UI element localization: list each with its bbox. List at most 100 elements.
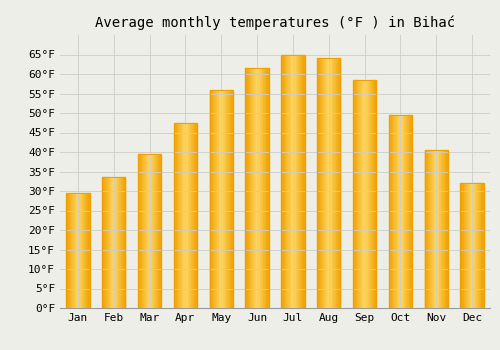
Bar [211, 90, 212, 308]
Bar [464, 183, 465, 308]
Bar [105, 177, 106, 308]
Bar [247, 68, 248, 308]
Bar [151, 154, 152, 308]
Bar [357, 80, 358, 308]
Bar [367, 80, 368, 308]
Bar [474, 183, 475, 308]
Bar [430, 150, 431, 308]
Bar [67, 193, 68, 308]
Bar [72, 193, 74, 308]
Bar [284, 55, 285, 308]
Bar [410, 115, 412, 308]
Bar [251, 68, 252, 308]
Bar [431, 150, 432, 308]
Bar [156, 154, 158, 308]
Bar [155, 154, 156, 308]
Bar [86, 193, 87, 308]
Bar [107, 177, 108, 308]
Bar [460, 183, 461, 308]
Bar [222, 90, 223, 308]
Bar [353, 80, 354, 308]
Bar [297, 55, 298, 308]
Bar [404, 115, 405, 308]
Bar [253, 68, 254, 308]
Bar [262, 68, 264, 308]
Bar [443, 150, 444, 308]
Bar [363, 80, 364, 308]
Bar [215, 90, 216, 308]
Bar [210, 90, 211, 308]
Bar [181, 123, 182, 308]
Bar [226, 90, 228, 308]
Bar [409, 115, 410, 308]
Bar [74, 193, 75, 308]
Bar [177, 123, 178, 308]
Bar [174, 123, 176, 308]
Bar [299, 55, 300, 308]
Bar [108, 177, 109, 308]
Bar [472, 183, 473, 308]
Bar [122, 177, 123, 308]
Bar [196, 123, 197, 308]
Bar [362, 80, 363, 308]
Bar [318, 58, 320, 308]
Bar [339, 58, 340, 308]
Bar [81, 193, 82, 308]
Bar [400, 115, 401, 308]
Bar [426, 150, 427, 308]
Bar [290, 55, 292, 308]
Bar [160, 154, 161, 308]
Bar [88, 193, 89, 308]
Bar [360, 80, 362, 308]
Bar [317, 58, 318, 308]
Bar [293, 55, 294, 308]
Bar [476, 183, 478, 308]
Bar [123, 177, 124, 308]
Bar [335, 58, 336, 308]
Bar [395, 115, 396, 308]
Bar [214, 90, 215, 308]
Bar [75, 193, 76, 308]
Bar [152, 154, 154, 308]
Bar [229, 90, 230, 308]
Bar [389, 115, 412, 308]
Bar [228, 90, 229, 308]
Bar [141, 154, 142, 308]
Bar [329, 58, 330, 308]
Bar [119, 177, 120, 308]
Bar [463, 183, 464, 308]
Bar [358, 80, 359, 308]
Bar [321, 58, 322, 308]
Bar [374, 80, 376, 308]
Bar [256, 68, 257, 308]
Bar [186, 123, 187, 308]
Bar [336, 58, 338, 308]
Bar [325, 58, 326, 308]
Bar [232, 90, 233, 308]
Bar [300, 55, 302, 308]
Bar [408, 115, 409, 308]
Bar [334, 58, 335, 308]
Bar [460, 183, 483, 308]
Bar [354, 80, 356, 308]
Bar [398, 115, 399, 308]
Bar [372, 80, 373, 308]
Bar [286, 55, 288, 308]
Bar [223, 90, 224, 308]
Bar [461, 183, 462, 308]
Bar [255, 68, 256, 308]
Bar [230, 90, 232, 308]
Bar [257, 68, 258, 308]
Bar [221, 90, 222, 308]
Bar [78, 193, 80, 308]
Bar [149, 154, 150, 308]
Bar [190, 123, 191, 308]
Bar [216, 90, 218, 308]
Bar [436, 150, 437, 308]
Bar [469, 183, 470, 308]
Bar [188, 123, 190, 308]
Bar [138, 154, 161, 308]
Bar [364, 80, 366, 308]
Bar [174, 123, 197, 308]
Bar [295, 55, 296, 308]
